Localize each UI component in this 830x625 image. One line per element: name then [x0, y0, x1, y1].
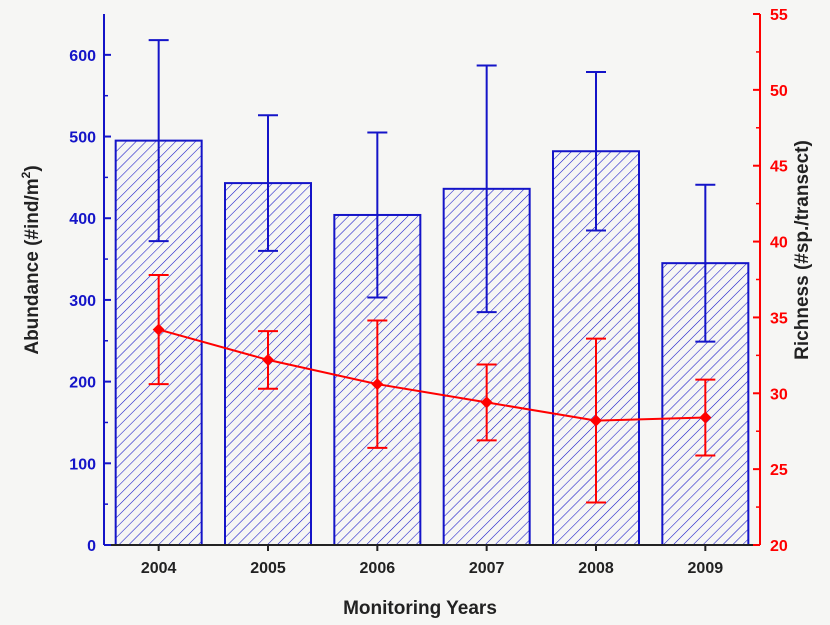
richness-point-2007	[480, 396, 493, 409]
left-y-axis-title-end: )	[22, 165, 43, 171]
right-tick-label: 25	[770, 462, 788, 479]
left-tick-label: 500	[69, 130, 96, 147]
left-y-tick-labels: 0 100 200 300 400 500 600	[69, 48, 96, 555]
bar-error-bars	[148, 39, 716, 343]
left-y-axis-title: Abundance (#ind/m2)	[19, 165, 43, 354]
axes-layer	[103, 13, 761, 551]
richness-point-2006	[371, 378, 384, 391]
richness-line-layer	[148, 273, 716, 504]
richness-point-2009	[699, 411, 712, 424]
x-tick-label-2009: 2009	[688, 560, 724, 577]
left-tick-label: 400	[69, 211, 96, 228]
right-tick-label: 40	[770, 235, 788, 252]
x-tick-label-2006: 2006	[360, 560, 396, 577]
left-y-axis-title-main: Abundance (#ind/m	[22, 178, 43, 354]
x-tick-label-2005: 2005	[250, 560, 286, 577]
richness-line	[158, 328, 706, 422]
left-y-axis-title-superscript: 2	[19, 171, 33, 178]
x-tick-label-2004: 2004	[141, 560, 177, 577]
richness-point-2008	[590, 414, 602, 427]
left-tick-label: 600	[69, 48, 96, 65]
left-tick-label: 300	[69, 293, 96, 310]
right-tick-label: 45	[770, 159, 788, 176]
right-tick-label: 30	[770, 386, 788, 403]
right-tick-label: 35	[770, 310, 788, 327]
right-tick-label: 55	[770, 7, 788, 24]
right-tick-label: 20	[770, 538, 788, 555]
right-tick-label: 50	[770, 83, 788, 100]
left-tick-label: 0	[87, 538, 96, 555]
x-tick-label-2007: 2007	[469, 560, 505, 577]
left-tick-label: 100	[69, 456, 96, 473]
bars-layer	[114, 139, 750, 546]
richness-point-2004	[152, 323, 165, 336]
richness-point-2005	[262, 353, 274, 366]
x-axis-title: Monitoring Years	[343, 598, 497, 619]
x-tick-labels: 2004 2005 2006 2007 2008 2009	[141, 560, 723, 577]
right-y-axis-title: Richness (#sp./transect)	[792, 140, 813, 360]
x-tick-label-2008: 2008	[578, 560, 614, 577]
right-y-tick-labels: 20 25 30 35 40 45 50 55	[770, 7, 788, 555]
left-tick-label: 200	[69, 375, 96, 392]
